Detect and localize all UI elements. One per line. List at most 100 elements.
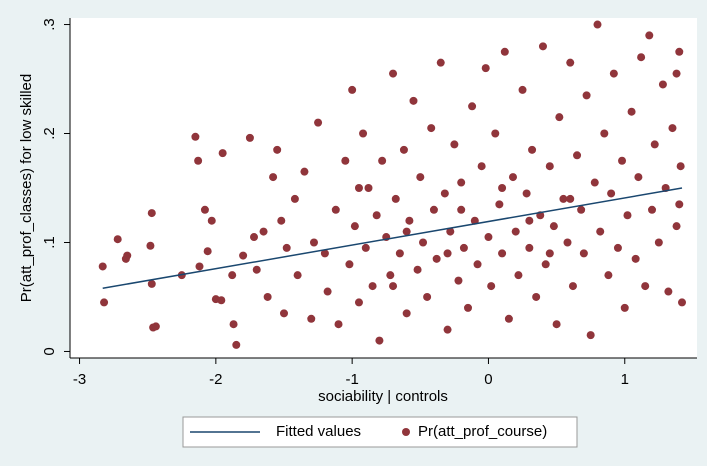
point xyxy=(413,265,422,274)
point xyxy=(345,260,354,269)
point xyxy=(596,227,605,236)
point xyxy=(607,189,616,198)
point xyxy=(522,189,531,198)
y-tick-label: .3 xyxy=(41,18,58,31)
point xyxy=(334,320,343,329)
point xyxy=(573,151,582,160)
point xyxy=(405,216,414,225)
point xyxy=(590,178,599,187)
point xyxy=(504,314,513,323)
point xyxy=(675,47,684,56)
point xyxy=(391,194,400,203)
point xyxy=(229,320,238,329)
point xyxy=(664,287,673,296)
point xyxy=(579,249,588,258)
point xyxy=(498,184,507,192)
point xyxy=(409,96,418,105)
point xyxy=(290,194,299,203)
point xyxy=(419,238,428,247)
x-axis-title: sociability | controls xyxy=(318,388,448,405)
point xyxy=(586,331,595,340)
x-tick-label: -2 xyxy=(209,371,222,388)
point xyxy=(450,140,459,149)
point xyxy=(446,227,455,236)
point xyxy=(675,200,684,209)
point xyxy=(672,69,681,78)
point xyxy=(395,249,404,258)
point xyxy=(146,241,155,250)
point xyxy=(147,279,156,288)
point xyxy=(350,222,359,231)
point xyxy=(282,243,291,252)
y-tick-label: .2 xyxy=(41,127,58,140)
point xyxy=(477,162,486,171)
point xyxy=(582,91,591,100)
point xyxy=(100,298,109,307)
point xyxy=(627,107,636,116)
point xyxy=(654,238,663,247)
point xyxy=(279,309,288,318)
point xyxy=(232,340,241,349)
point xyxy=(470,216,479,225)
point xyxy=(320,249,329,258)
point xyxy=(552,320,561,329)
point xyxy=(600,129,609,138)
point xyxy=(532,292,541,301)
point xyxy=(121,254,130,263)
point xyxy=(228,271,237,280)
point xyxy=(678,298,687,307)
point xyxy=(545,162,554,171)
point xyxy=(239,251,248,260)
point xyxy=(307,314,316,323)
point xyxy=(432,254,441,263)
point xyxy=(263,292,272,301)
point xyxy=(375,336,384,345)
point xyxy=(354,298,363,307)
point xyxy=(498,249,507,258)
point xyxy=(481,64,490,73)
legend-label: Pr(att_prof_course) xyxy=(418,423,547,440)
point xyxy=(364,184,373,192)
point xyxy=(620,303,629,312)
point xyxy=(269,173,278,182)
point xyxy=(613,243,622,252)
point xyxy=(457,205,466,214)
point xyxy=(429,205,438,214)
point xyxy=(250,233,259,242)
point xyxy=(668,124,677,133)
point xyxy=(293,271,302,280)
point xyxy=(443,325,452,334)
point xyxy=(323,287,332,296)
point xyxy=(538,42,547,51)
point xyxy=(203,247,212,256)
point xyxy=(604,271,613,280)
point xyxy=(637,53,646,62)
point xyxy=(402,309,411,318)
point xyxy=(473,260,482,269)
point xyxy=(348,85,357,94)
x-tick-label: -1 xyxy=(345,371,358,388)
point xyxy=(402,227,411,236)
point xyxy=(468,102,477,111)
point xyxy=(389,69,398,78)
point xyxy=(218,149,227,158)
point xyxy=(331,205,340,214)
point xyxy=(259,227,268,236)
point xyxy=(436,58,445,67)
point xyxy=(277,216,286,225)
plot-region xyxy=(70,18,697,358)
point xyxy=(252,265,261,274)
point xyxy=(113,235,122,244)
point xyxy=(368,282,377,291)
point xyxy=(147,209,156,218)
point xyxy=(676,162,685,171)
point xyxy=(555,113,564,122)
point xyxy=(378,156,387,165)
point xyxy=(568,282,577,291)
point xyxy=(300,167,309,176)
legend-label: Fitted values xyxy=(276,423,361,440)
point xyxy=(191,132,200,141)
point xyxy=(641,282,650,291)
